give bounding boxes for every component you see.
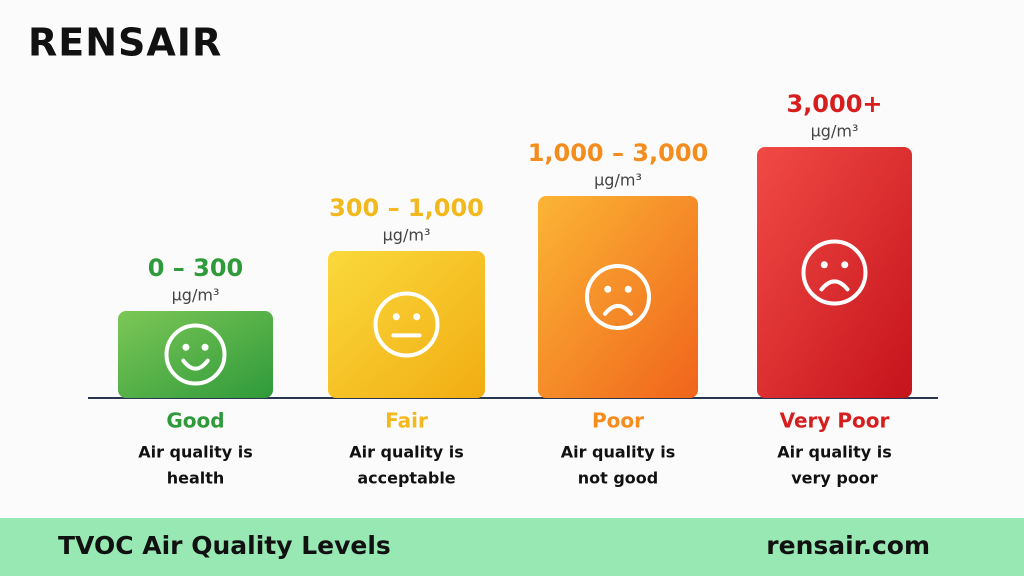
level-description: Air quality is (138, 443, 253, 462)
level-bar (538, 196, 698, 398)
face-icon (164, 323, 227, 386)
unit-label: µg/m³ (172, 286, 220, 305)
face-eye (604, 285, 612, 293)
face-icon (801, 239, 868, 306)
level-bar (118, 311, 273, 398)
face-icon (585, 264, 651, 330)
face-mouth (181, 358, 210, 371)
face-icon (373, 291, 440, 358)
range-label: 1,000 – 3,000 (528, 139, 709, 167)
level-description: Air quality is (349, 443, 464, 462)
face-eye (182, 343, 190, 351)
level-description: Air quality is (777, 443, 892, 462)
levels: 0 – 300 µg/m³ Good Air quality is health 300 … (118, 90, 912, 488)
level-description: acceptable (357, 469, 455, 488)
level-bar (757, 147, 912, 398)
level-description: not good (578, 469, 659, 488)
level-name: Fair (385, 409, 428, 433)
face-eye (841, 261, 849, 269)
unit-label: µg/m³ (383, 226, 431, 245)
face-eye (624, 285, 632, 293)
footer-band (0, 518, 1024, 576)
brand-logo: RENSAIR (28, 21, 222, 65)
face-mouth (602, 303, 634, 316)
footer-website: rensair.com (766, 531, 930, 560)
range-label: 0 – 300 (148, 254, 244, 282)
range-label: 3,000+ (786, 90, 882, 118)
level-description: Air quality is (561, 443, 676, 462)
level-name: Poor (592, 409, 644, 433)
level-name: Good (166, 409, 224, 433)
unit-label: µg/m³ (594, 171, 642, 190)
range-label: 300 – 1,000 (329, 194, 484, 222)
level-bar (328, 251, 485, 398)
face-eye (820, 261, 828, 269)
face-eye (392, 313, 400, 321)
face-mouth (819, 279, 850, 292)
footer-title: TVOC Air Quality Levels (58, 531, 391, 560)
level-name: Very Poor (780, 409, 890, 433)
unit-label: µg/m³ (811, 122, 859, 141)
level-description: very poor (791, 469, 878, 488)
face-eye (201, 343, 209, 351)
face-eye (413, 313, 421, 321)
level-description: health (167, 469, 225, 488)
